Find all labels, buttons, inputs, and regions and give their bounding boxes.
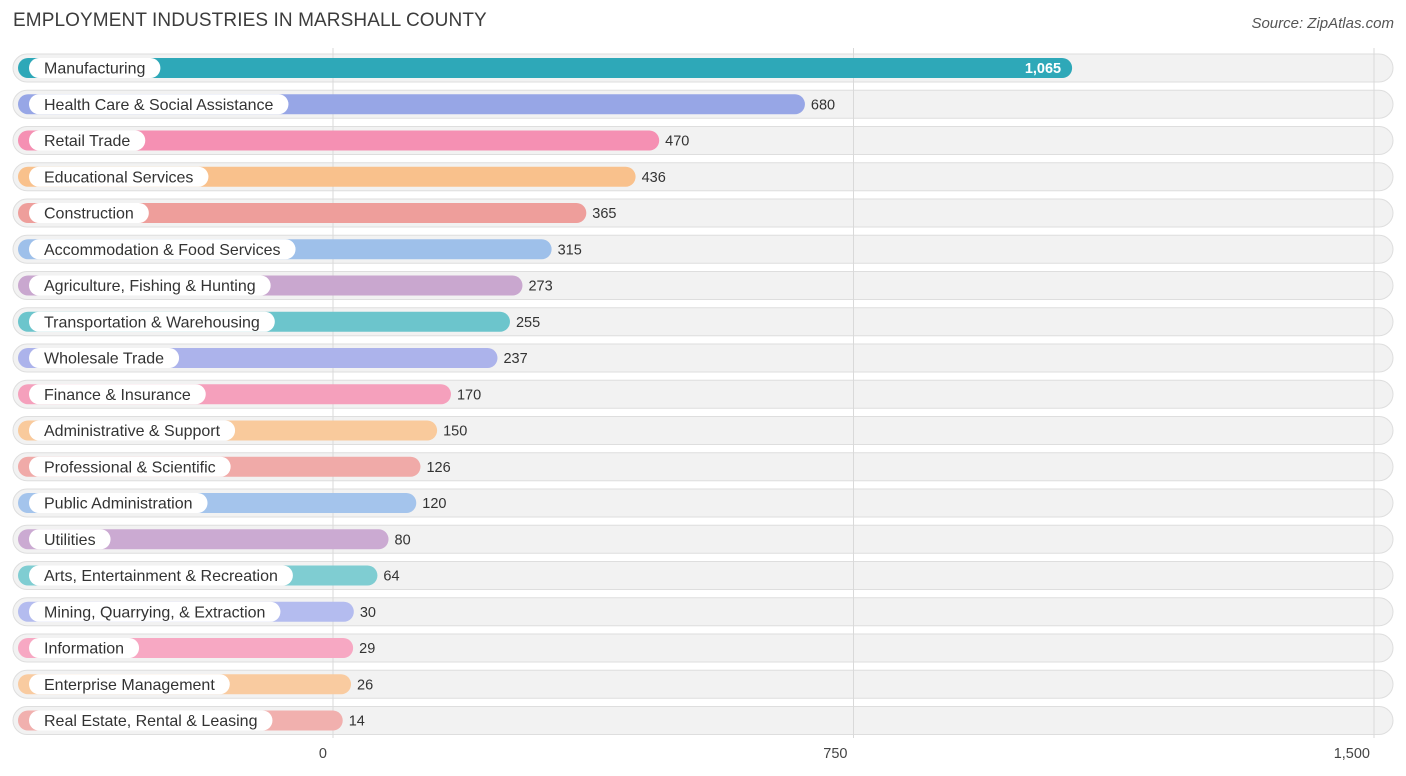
- category-label: Public Administration: [44, 496, 193, 513]
- value-label: 680: [811, 97, 835, 113]
- category-label-background: [29, 239, 296, 260]
- value-label: 150: [443, 424, 467, 440]
- category-label: Construction: [44, 206, 134, 223]
- category-label: Professional & Scientific: [44, 459, 216, 476]
- value-label: 26: [357, 677, 373, 693]
- category-label: Enterprise Management: [44, 677, 215, 694]
- x-tick-label: 1,500: [1334, 746, 1370, 762]
- category-label: Accommodation & Food Services: [44, 242, 281, 259]
- category-label: Arts, Entertainment & Recreation: [44, 568, 278, 585]
- chart-source: Source: ZipAtlas.com: [1251, 15, 1394, 32]
- category-label-background: [29, 493, 208, 513]
- category-label: Administrative & Support: [44, 423, 221, 440]
- category-label-background: [29, 130, 146, 151]
- row-background: [12, 669, 1394, 699]
- category-label-background: [29, 58, 161, 78]
- value-label: 436: [642, 170, 666, 186]
- x-tick-label: 0: [319, 746, 327, 762]
- category-label: Manufacturing: [44, 61, 145, 78]
- bar: [18, 130, 660, 151]
- value-label: 80: [395, 532, 411, 548]
- row-background: [12, 706, 1394, 735]
- category-label-background: [29, 529, 111, 550]
- category-label-background: [29, 710, 273, 731]
- category-label: Health Care & Social Assistance: [44, 97, 274, 114]
- category-label: Utilities: [44, 532, 96, 549]
- row-background: [12, 633, 1394, 663]
- value-label: 255: [516, 315, 540, 331]
- category-label: Mining, Quarrying, & Extraction: [44, 604, 265, 621]
- value-label: 126: [426, 460, 450, 476]
- category-label-background: [29, 94, 289, 115]
- value-label: 30: [360, 605, 376, 621]
- value-label: 64: [383, 569, 399, 585]
- value-label: 273: [528, 279, 552, 295]
- value-label: 14: [349, 714, 365, 730]
- category-label-background: [29, 565, 293, 586]
- category-label-background: [29, 456, 231, 477]
- value-label: 170: [457, 387, 481, 403]
- category-label: Information: [44, 641, 124, 658]
- category-label-background: [29, 638, 140, 658]
- value-label: 29: [359, 641, 375, 657]
- x-axis: 0 750 1,500: [319, 746, 1370, 762]
- category-label: Wholesale Trade: [44, 351, 164, 368]
- x-tick-label: 750: [823, 746, 847, 762]
- category-label-background: [29, 420, 236, 441]
- category-label: Retail Trade: [44, 133, 130, 150]
- value-label: 120: [422, 496, 446, 512]
- category-label: Transportation & Warehousing: [44, 314, 260, 331]
- category-label: Educational Services: [44, 169, 193, 186]
- value-label: 237: [503, 351, 527, 367]
- category-label-background: [29, 166, 209, 187]
- category-label-background: [29, 203, 149, 223]
- value-label: 470: [665, 134, 689, 150]
- category-label-background: [29, 275, 271, 296]
- category-label: Real Estate, Rental & Leasing: [44, 713, 257, 730]
- category-label-background: [29, 348, 180, 368]
- value-label: 315: [558, 242, 582, 258]
- labels: Manufacturing 1,065 Health Care & Social A…: [29, 58, 1061, 731]
- bar: [18, 529, 389, 550]
- value-label: 365: [592, 206, 616, 222]
- category-label: Finance & Insurance: [44, 387, 191, 404]
- category-label-background: [29, 384, 206, 405]
- category-label-background: [29, 601, 281, 622]
- bar: [18, 58, 1073, 78]
- value-label: 1,065: [1025, 61, 1061, 77]
- row-background: [12, 597, 1394, 627]
- bar: [18, 203, 587, 223]
- category-label-background: [29, 674, 230, 695]
- chart-title: EMPLOYMENT INDUSTRIES IN MARSHALL COUNTY: [13, 10, 487, 31]
- category-label: Agriculture, Fishing & Hunting: [44, 278, 256, 295]
- category-label-background: [29, 311, 275, 332]
